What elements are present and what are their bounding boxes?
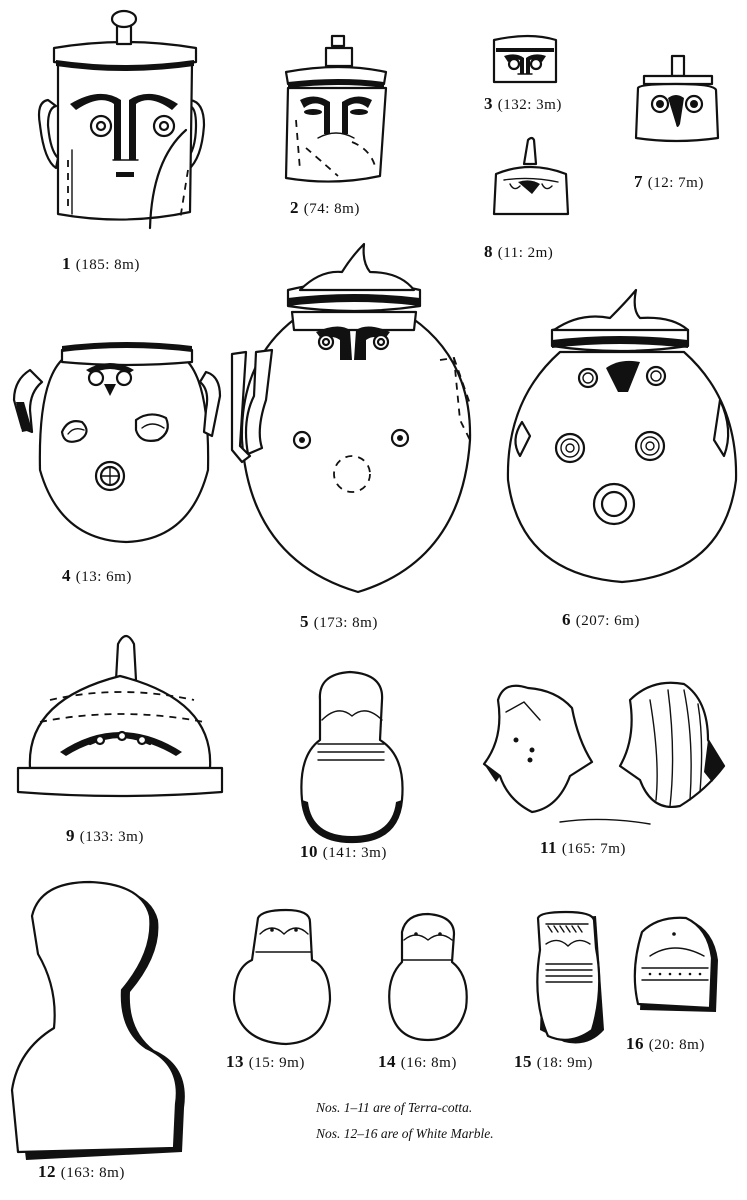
figure-label-9: 9 (133: 3m) [66,826,144,845]
figure-label-10: 10 (141: 3m) [300,842,387,861]
figure-label-13: 13 (15: 9m) [226,1052,305,1071]
figure-label-4: 4 (13: 6m) [62,566,132,585]
figure-11-fragment-pair [482,681,726,825]
figure-label-7: 7 (12: 7m) [634,172,704,191]
figure-label-16: 16 (20: 8m) [626,1034,705,1053]
figure-label-5: 5 (173: 8m) [300,612,378,631]
figure-label-8: 8 (11: 2m) [484,242,554,261]
figure-1-lidded-face-jar [37,9,206,230]
figure-10-violin-idol [300,670,404,844]
figure-15-banded-marble-idol [536,910,604,1044]
figure-label-2: 2 (74: 8m) [290,198,360,217]
figure-label-12: 12 (163: 8m) [38,1162,125,1181]
figure-label-11: 11 (165: 7m) [540,838,626,857]
figure-9-domed-lid [16,634,224,798]
note-terracotta: Nos. 1–11 are of Terra-cotta. [316,1100,473,1115]
figure-12-large-marble-idol [10,880,185,1160]
figure-2-square-face-vessel [284,34,388,183]
figure-4-face-pitcher [12,342,222,544]
figure-8-small-domed-piece [492,136,570,216]
figure-label-3: 3 (132: 3m) [484,94,562,113]
figure-6-lidded-globular-vessel [506,288,738,584]
figure-label-1: 1 (185: 8m) [62,254,140,273]
figure-label-6: 6 (207: 6m) [562,610,640,629]
note-marble: Nos. 12–16 are of White Marble. [316,1126,494,1141]
figure-7-small-lidded-vessel [634,54,720,143]
figure-14-marble-idol [388,912,468,1042]
figure-5-lidded-face-jug [230,242,472,594]
figure-13-marble-idol [232,908,332,1046]
figure-3-small-face-block [492,34,558,84]
figure-label-14: 14 (16: 8m) [378,1052,457,1071]
figure-label-15: 15 (18: 9m) [514,1052,593,1071]
figure-16-marble-head [633,916,718,1012]
